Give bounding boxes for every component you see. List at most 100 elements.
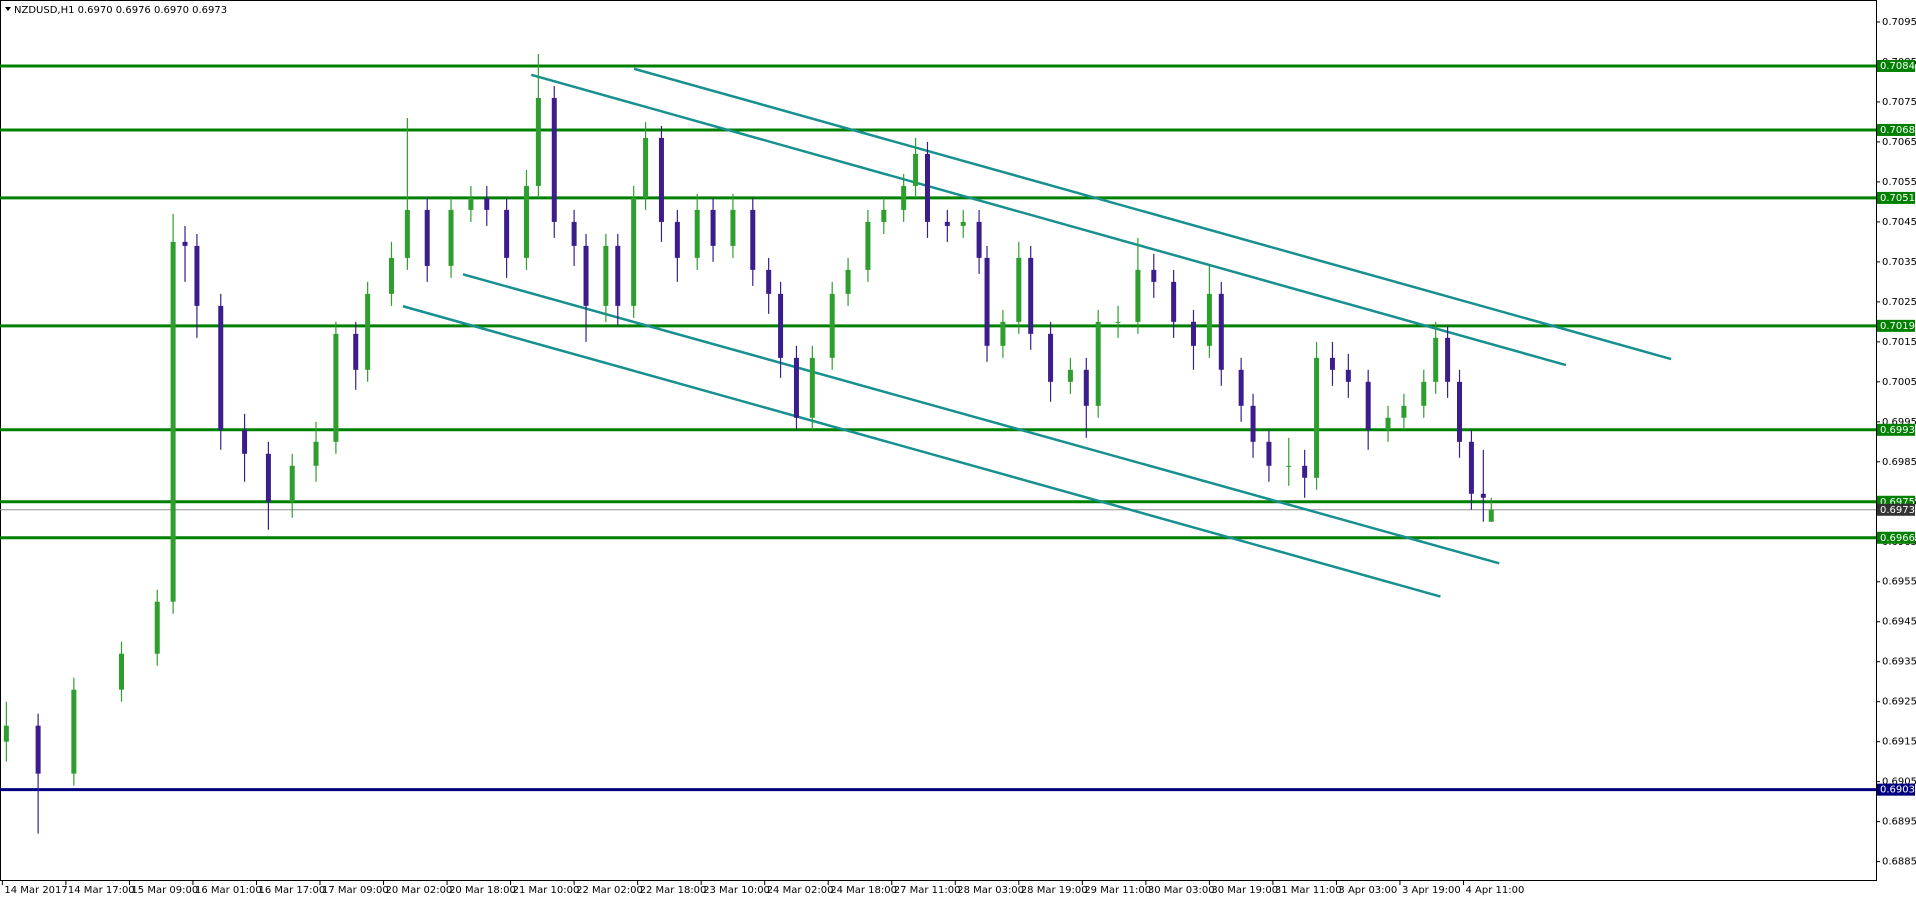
candle-body	[1345, 369, 1351, 382]
candle-body	[1385, 417, 1391, 430]
candle-body	[603, 245, 609, 306]
current-price-box	[1877, 503, 1915, 516]
candle-body	[1468, 441, 1474, 494]
x-tick-label: 21 Mar 10:00	[513, 885, 580, 896]
candle-body	[1238, 369, 1244, 406]
candle-body	[1115, 321, 1121, 323]
x-tick-label: 16 Mar 01:00	[195, 885, 262, 896]
candle-body	[944, 221, 950, 226]
level-label-box	[1877, 59, 1915, 72]
x-tick-label: 14 Mar 17:00	[68, 885, 135, 896]
x-tick-label: 28 Mar 19:00	[1021, 885, 1088, 896]
candle-body	[424, 209, 430, 266]
x-tick-label: 15 Mar 09:00	[131, 885, 198, 896]
candle-body	[1095, 321, 1101, 406]
candle-body	[710, 209, 716, 246]
candle-body	[984, 257, 990, 346]
menu-triangle[interactable]	[5, 7, 11, 11]
candle-body	[118, 653, 124, 690]
candle-body	[924, 153, 930, 222]
level-label-box	[1877, 319, 1915, 332]
candle-body	[353, 333, 359, 370]
candle-body	[809, 357, 815, 418]
candle-body	[1329, 357, 1335, 370]
x-tick-label: 23 Mar 10:00	[703, 885, 770, 896]
candle-body	[960, 221, 966, 226]
candle-body	[694, 209, 700, 258]
level-label: 0.6903	[1880, 785, 1915, 796]
candle-body	[913, 153, 919, 186]
candle-body	[333, 333, 339, 442]
level-label: 0.6975	[1880, 497, 1915, 508]
candle-body	[1401, 405, 1407, 418]
candle-body	[730, 209, 736, 246]
candle-body	[1016, 257, 1022, 322]
candle-body	[750, 209, 756, 270]
level-label-box	[1877, 423, 1915, 436]
current-price-label: 0.6973	[1880, 505, 1915, 516]
chart-title: NZDUSD,H1 0.6970 0.6976 0.6970 0.6973	[14, 5, 227, 16]
candle-body	[1151, 269, 1157, 282]
candle-body	[170, 241, 176, 602]
x-tick-label: 20 Mar 18:00	[449, 885, 516, 896]
candle-body	[1314, 357, 1320, 478]
candle-body	[1421, 381, 1427, 406]
candle-body	[1488, 509, 1494, 522]
trend-line	[633, 67, 1672, 361]
candle-body	[35, 725, 41, 774]
x-tick-label: 24 Mar 18:00	[830, 885, 897, 896]
candle-body	[1000, 321, 1006, 346]
x-tick-label: 14 Mar 2017	[4, 885, 67, 896]
x-tick-label: 29 Mar 11:00	[1084, 885, 1151, 896]
level-label: 0.7084	[1880, 61, 1915, 72]
candle-body	[1302, 465, 1308, 478]
y-tick-label: 0.6955	[1882, 577, 1916, 588]
level-label-box	[1877, 123, 1915, 136]
y-tick-label: 0.6915	[1882, 737, 1916, 748]
candle-body	[631, 197, 637, 306]
candle-body	[1135, 269, 1141, 322]
y-tick-label: 0.6995	[1882, 417, 1916, 428]
x-tick-label: 27 Mar 11:00	[894, 885, 961, 896]
candle-body	[194, 245, 200, 306]
candle-body	[468, 197, 474, 210]
candle-body	[1067, 369, 1073, 382]
candle-body	[404, 209, 410, 258]
candle-body	[523, 185, 529, 258]
y-tick-label: 0.7055	[1882, 177, 1916, 188]
candle-body	[643, 137, 649, 198]
x-tick-label: 30 Mar 03:00	[1148, 885, 1215, 896]
x-tick-label: 31 Mar 11:00	[1275, 885, 1342, 896]
candle-body	[1266, 441, 1272, 466]
candle-body	[388, 257, 394, 294]
candle-body	[583, 245, 589, 306]
plot-frame	[0, 0, 1877, 881]
candle-body	[1083, 369, 1089, 406]
candle-body	[71, 689, 77, 774]
candle-body	[154, 601, 160, 654]
x-tick-label: 16 Mar 17:00	[258, 885, 325, 896]
candle-body	[242, 429, 248, 454]
candle-body	[881, 209, 887, 222]
level-label: 0.6966	[1880, 533, 1915, 544]
y-tick-label: 0.7015	[1882, 337, 1916, 348]
y-tick-label: 0.7095	[1882, 17, 1916, 28]
y-tick-label: 0.7025	[1882, 297, 1916, 308]
candle-body	[1206, 293, 1212, 346]
candle-body	[484, 197, 490, 210]
candle-body	[1457, 381, 1463, 442]
y-tick-label: 0.7065	[1882, 137, 1916, 148]
y-tick-label: 0.6925	[1882, 697, 1916, 708]
level-label: 0.7068	[1880, 125, 1915, 136]
x-tick-label: 20 Mar 02:00	[386, 885, 453, 896]
y-tick-label: 0.7075	[1882, 97, 1916, 108]
y-tick-label: 0.6945	[1882, 617, 1916, 628]
candle-body	[1028, 257, 1034, 334]
level-label-box	[1877, 783, 1915, 796]
candle-body	[571, 221, 577, 246]
candle-body	[1171, 281, 1177, 322]
x-tick-label: 3 Apr 19:00	[1402, 885, 1461, 896]
candle-body	[674, 221, 680, 258]
candle-body	[1190, 321, 1196, 346]
